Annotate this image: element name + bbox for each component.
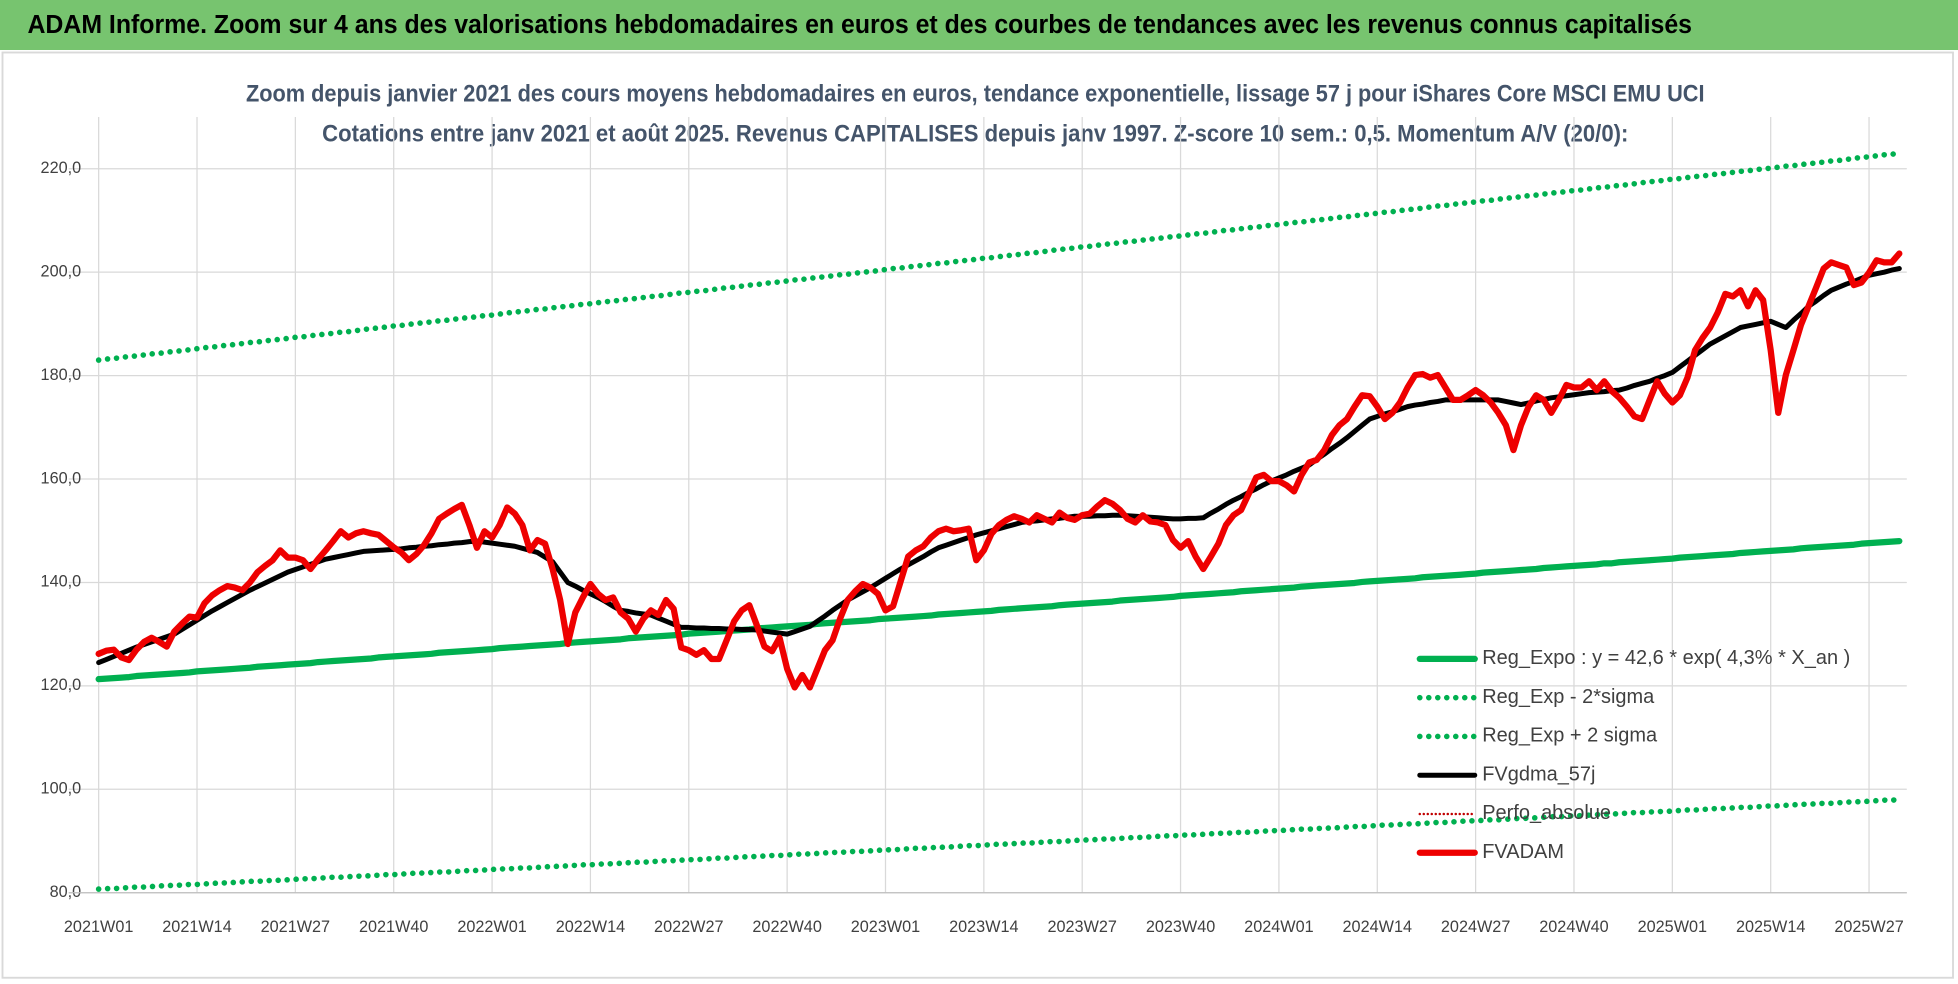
x-tick-label: 2021W01 — [64, 918, 133, 936]
legend-label: Reg_Exp - 2*sigma — [1482, 686, 1655, 708]
x-tick-label: 2024W01 — [1244, 918, 1313, 936]
y-tick-label: 80,0 — [50, 883, 82, 901]
series-line — [95, 150, 1903, 363]
chart-frame — [1, 51, 1954, 979]
series-line — [95, 796, 1903, 892]
y-tick-label: 180,0 — [41, 366, 82, 384]
x-tick-label: 2025W01 — [1638, 918, 1707, 936]
x-tick-label: 2024W14 — [1343, 918, 1412, 936]
series-line — [95, 250, 1903, 691]
x-tick-label: 2021W27 — [261, 918, 330, 936]
x-tick-label: 2023W40 — [1146, 918, 1215, 936]
x-tick-label: 2023W27 — [1047, 918, 1116, 936]
header-banner — [0, 0, 1958, 51]
series-line — [95, 537, 1903, 683]
legend-label: Reg_Expo : y = 42,6 * exp( 4,3% * X_an ) — [1482, 647, 1850, 669]
legend-label: FVgdma_57j — [1482, 763, 1595, 785]
y-tick-label: 160,0 — [41, 469, 82, 487]
x-tick-label: 2022W14 — [556, 918, 625, 936]
y-tick-label: 120,0 — [41, 676, 82, 694]
x-tick-label: 2024W27 — [1441, 918, 1510, 936]
x-tick-label: 2021W14 — [162, 918, 231, 936]
x-tick-label: 2022W01 — [457, 918, 526, 936]
header-title: ADAM Informe. Zoom sur 4 ans des valoris… — [27, 9, 1692, 39]
y-tick-label: 140,0 — [41, 573, 82, 591]
x-tick-label: 2023W14 — [949, 918, 1018, 936]
x-tick-label: 2025W14 — [1736, 918, 1805, 936]
x-tick-label: 2022W40 — [752, 918, 821, 936]
x-tick-label: 2024W40 — [1539, 918, 1608, 936]
chart-title: Zoom depuis janvier 2021 des cours moyen… — [246, 81, 1705, 107]
y-tick-label: 220,0 — [41, 159, 82, 177]
chart-subtitle: Cotations entre janv 2021 et août 2025. … — [322, 121, 1628, 147]
legend-label: Reg_Exp + 2 sigma — [1482, 725, 1658, 747]
x-tick-label: 2022W27 — [654, 918, 723, 936]
x-tick-label: 2021W40 — [359, 918, 428, 936]
y-tick-label: 200,0 — [41, 262, 82, 280]
x-tick-label: 2025W27 — [1834, 918, 1903, 936]
legend-label: Perfo_absolue — [1482, 802, 1611, 824]
legend-label: FVADAM — [1482, 841, 1564, 863]
x-tick-label: 2023W01 — [851, 918, 920, 936]
y-tick-label: 100,0 — [41, 780, 82, 798]
